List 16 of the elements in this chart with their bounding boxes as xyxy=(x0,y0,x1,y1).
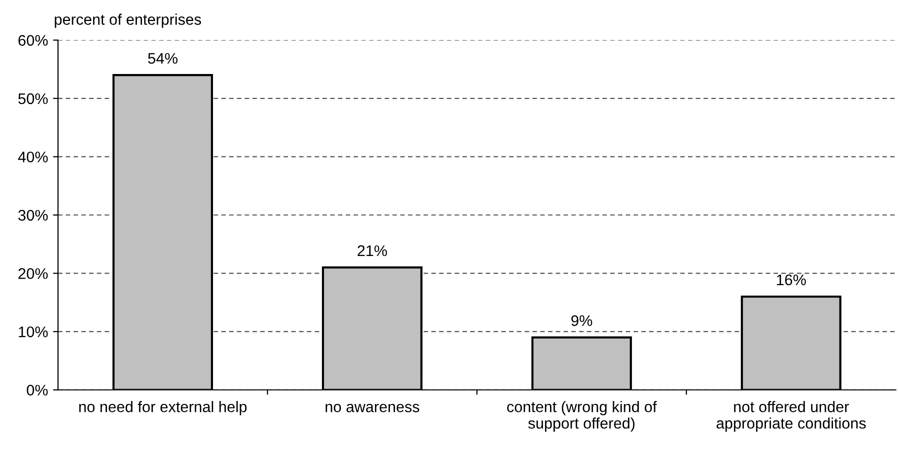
y-axis-title: percent of enterprises xyxy=(54,14,202,28)
data-label: 54% xyxy=(148,53,178,64)
y-tick-label: 0% xyxy=(26,384,48,396)
y-tick-label: 50% xyxy=(18,93,48,104)
y-tick-label: 10% xyxy=(18,326,48,338)
y-tick-label: 30% xyxy=(18,210,48,221)
y-tick-label: 60% xyxy=(18,34,48,46)
data-label: 21% xyxy=(358,245,387,256)
x-tick-label: not offered under appropriate conditions xyxy=(716,400,866,432)
x-tick-label: content (wrong kind of support offered) xyxy=(507,400,657,432)
data-label: 16% xyxy=(776,274,806,286)
x-tick-label: no awareness xyxy=(326,404,420,412)
x-tick-label: no need for external help xyxy=(79,400,247,416)
y-tick-label: 20% xyxy=(18,268,48,279)
y-tick-label: 40% xyxy=(18,152,48,162)
data-label: 9% xyxy=(571,315,592,326)
